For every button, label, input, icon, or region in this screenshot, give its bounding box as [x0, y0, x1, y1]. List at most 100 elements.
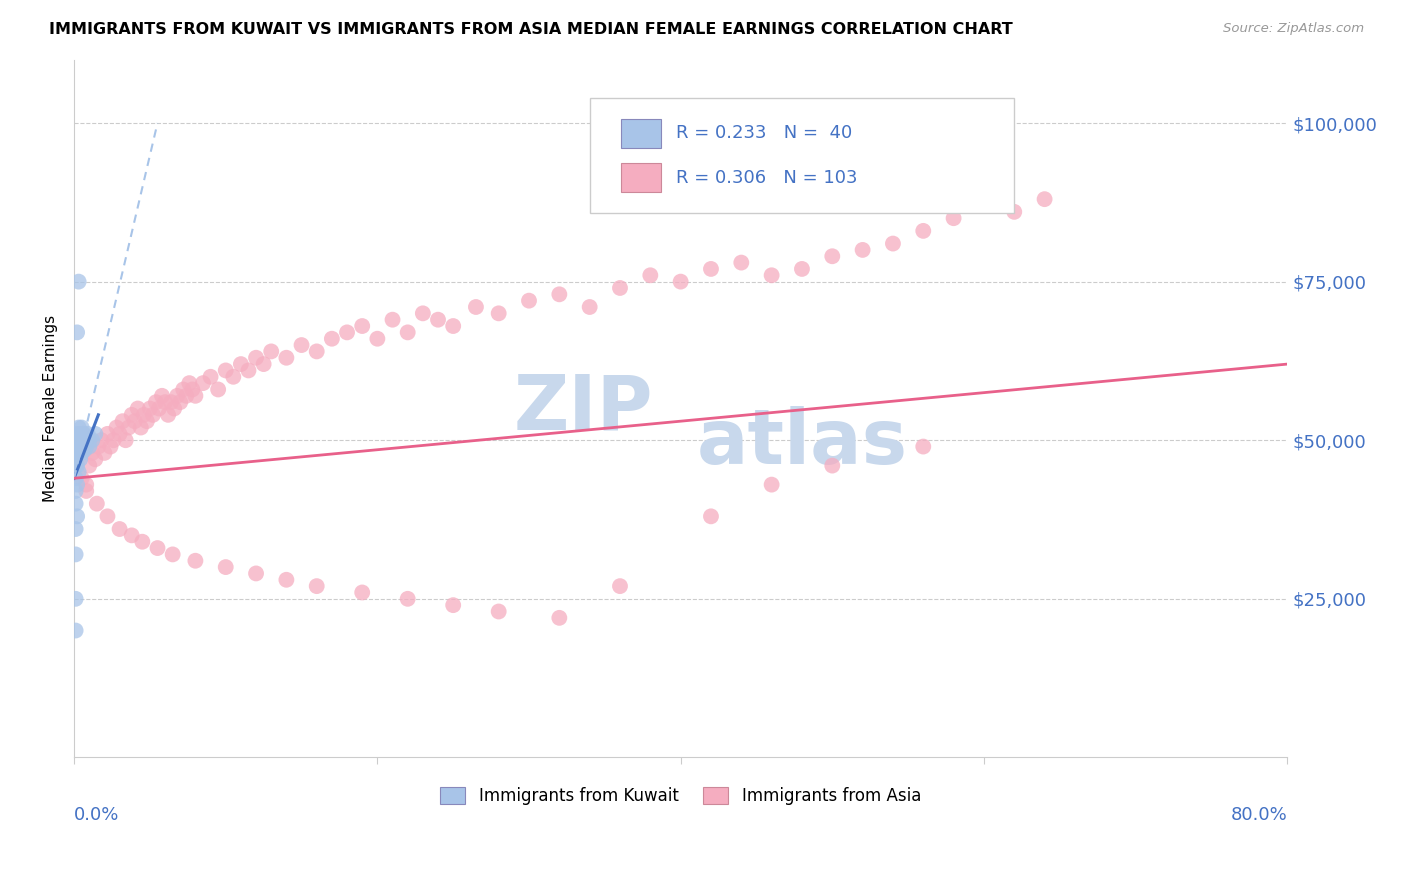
Point [215, 363, 238, 377]
Point [852, 243, 875, 257]
Point [245, 351, 267, 365]
Point [222, 369, 245, 384]
Point [65, 497, 87, 511]
Point [157, 408, 180, 422]
Point [132, 408, 155, 422]
Point [118, 420, 141, 434]
Y-axis label: Median Female Earnings: Median Female Earnings [44, 315, 58, 502]
Point [67, 434, 90, 448]
Point [609, 579, 631, 593]
Point [66, 426, 89, 441]
Point [93, 446, 115, 460]
Point [65, 458, 87, 473]
Point [441, 598, 464, 612]
Point [381, 312, 404, 326]
Point [139, 401, 162, 416]
Point [82, 446, 104, 460]
Point [146, 541, 169, 555]
Point [441, 319, 464, 334]
Point [229, 357, 252, 371]
Point [169, 395, 191, 409]
Point [153, 395, 176, 409]
Point [69, 452, 91, 467]
Point [1033, 192, 1056, 206]
Point [66, 509, 89, 524]
Legend: Immigrants from Kuwait, Immigrants from Asia: Immigrants from Kuwait, Immigrants from … [433, 780, 928, 812]
Point [66, 458, 89, 473]
Point [790, 262, 813, 277]
Point [67, 465, 90, 479]
Point [129, 420, 152, 434]
Point [465, 300, 488, 314]
Point [179, 376, 201, 391]
Point [69, 440, 91, 454]
Point [76, 426, 98, 441]
Point [761, 477, 783, 491]
Point [609, 281, 631, 295]
Point [87, 440, 110, 454]
Point [121, 528, 143, 542]
Point [290, 338, 312, 352]
Point [66, 326, 89, 340]
Point [66, 446, 89, 460]
Point [761, 268, 783, 283]
Point [172, 383, 194, 397]
Point [352, 319, 374, 334]
Point [96, 509, 118, 524]
Point [548, 611, 571, 625]
Point [96, 426, 118, 441]
Point [700, 509, 723, 524]
Point [114, 434, 136, 448]
Point [65, 522, 87, 536]
Point [396, 591, 419, 606]
Text: 80.0%: 80.0% [1230, 806, 1288, 824]
Point [73, 434, 96, 448]
Point [150, 389, 173, 403]
Point [77, 434, 100, 448]
Point [70, 420, 93, 434]
Point [207, 383, 229, 397]
Point [200, 369, 222, 384]
Point [70, 471, 93, 485]
Text: atlas: atlas [696, 407, 907, 481]
Point [66, 477, 89, 491]
Point [276, 573, 298, 587]
Point [75, 477, 97, 491]
Point [135, 414, 157, 428]
Point [75, 483, 97, 498]
Point [75, 440, 97, 454]
Point [72, 426, 94, 441]
Point [77, 440, 100, 454]
FancyBboxPatch shape [621, 163, 661, 193]
Point [65, 434, 87, 448]
Point [65, 483, 87, 498]
Point [517, 293, 540, 308]
Point [84, 426, 107, 441]
Point [191, 376, 214, 391]
Point [65, 446, 87, 460]
Point [105, 420, 128, 434]
Point [669, 275, 692, 289]
Point [238, 363, 260, 377]
Point [77, 458, 100, 473]
Point [82, 434, 104, 448]
Point [352, 585, 374, 599]
Point [700, 262, 723, 277]
Point [184, 554, 207, 568]
Point [103, 434, 125, 448]
Text: 0.0%: 0.0% [75, 806, 120, 824]
Point [276, 351, 298, 365]
Point [912, 440, 935, 454]
Point [108, 426, 131, 441]
Point [65, 624, 87, 638]
Point [215, 560, 238, 574]
Point [942, 211, 965, 226]
Point [131, 534, 153, 549]
Point [548, 287, 571, 301]
Point [245, 566, 267, 581]
Text: Source: ZipAtlas.com: Source: ZipAtlas.com [1223, 22, 1364, 36]
Point [366, 332, 388, 346]
Point [973, 198, 995, 212]
Point [260, 344, 283, 359]
Point [488, 605, 510, 619]
